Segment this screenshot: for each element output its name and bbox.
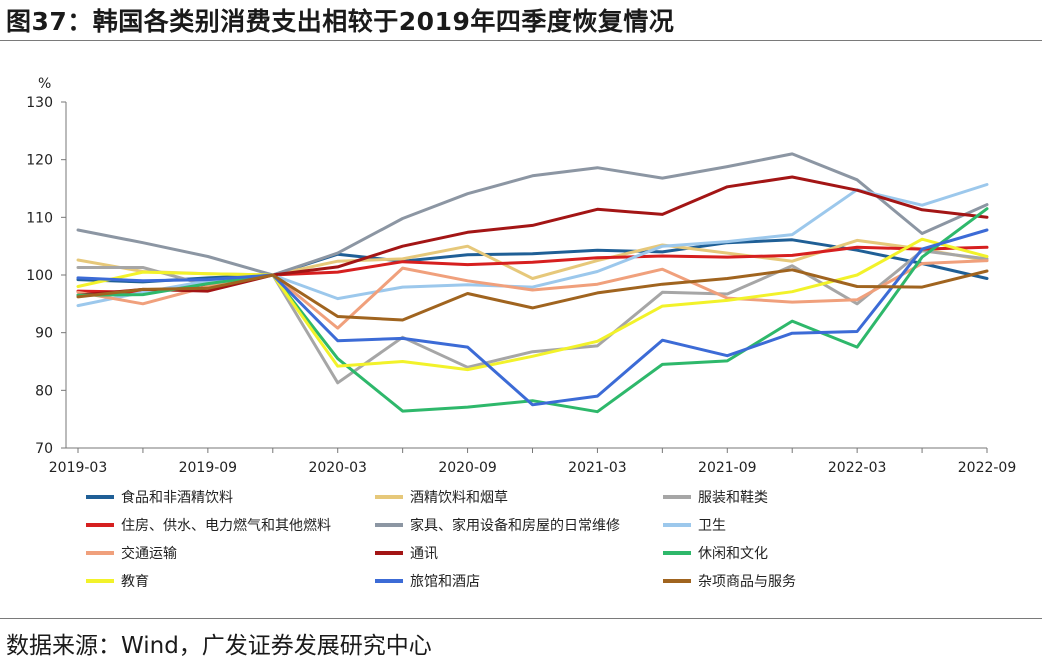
y-tick-label: 80: [35, 383, 53, 399]
legend-label: 酒精饮料和烟草: [410, 490, 508, 506]
x-tick-label: 2020-03: [308, 460, 367, 476]
legend-label: 交通运输: [121, 545, 177, 562]
legend-item: 服装和鞋类: [663, 490, 768, 506]
x-tick-label: 2019-03: [49, 460, 108, 476]
legend-item: 食品和非酒精饮料: [86, 489, 233, 506]
y-axis-unit: %: [38, 76, 51, 92]
y-axis: 70 80 90 100 110 120 130: [26, 95, 67, 457]
legend-label: 教育: [121, 574, 149, 590]
x-tick-label: 2022-03: [828, 460, 887, 476]
series-line: [76, 249, 989, 385]
y-tick-label: 100: [26, 268, 53, 284]
x-tick-label: 2020-09: [438, 460, 497, 476]
x-tick-label: 2022-09: [958, 460, 1017, 476]
legend-item: 旅馆和酒店: [375, 574, 480, 590]
legend-label: 食品和非酒精饮料: [121, 489, 233, 506]
x-tick-label: 2021-09: [698, 460, 757, 476]
legend-label: 旅馆和酒店: [410, 574, 480, 590]
legend-item: 卫生: [663, 518, 726, 534]
legend-item: 通讯: [375, 546, 438, 562]
y-tick-label: 90: [35, 326, 53, 342]
legend-label: 家具、家用设备和房屋的日常维修: [410, 517, 620, 534]
legend-item: 酒精饮料和烟草: [375, 490, 508, 506]
y-tick-label: 130: [26, 95, 53, 111]
series-line: [76, 152, 989, 277]
x-axis: 2019-03 2019-09 2020-03 2020-09 2021-03 2021-…: [49, 447, 1017, 476]
legend-item: 杂项商品与服务: [663, 574, 796, 590]
legend-label: 通讯: [410, 546, 438, 562]
title-divider: [0, 40, 1042, 41]
legend-item: 休闲和文化: [663, 546, 768, 562]
x-tick-label: 2021-03: [568, 460, 627, 476]
legend-item: 交通运输: [86, 545, 177, 562]
legend-label: 休闲和文化: [698, 546, 768, 562]
series-line: [76, 175, 989, 297]
series-line: [76, 228, 989, 407]
figure-title: 图37：韩国各类别消费支出相较于2019年四季度恢复情况: [6, 7, 675, 36]
series-line: [76, 207, 989, 414]
y-tick-label: 110: [26, 210, 53, 226]
source-divider: [0, 618, 1042, 619]
source-note: 数据来源：Wind，广发证券发展研究中心: [6, 633, 432, 659]
series-line: [76, 259, 989, 330]
legend-label: 服装和鞋类: [698, 490, 768, 506]
y-tick-label: 70: [35, 441, 53, 457]
series-lines: [76, 152, 989, 414]
legend-label: 卫生: [698, 518, 726, 534]
legend-label: 住房、供水、电力燃气和其他燃料: [121, 517, 331, 534]
y-tick-label: 120: [26, 153, 53, 169]
legend-label: 杂项商品与服务: [698, 574, 796, 590]
legend-item: 家具、家用设备和房屋的日常维修: [375, 517, 620, 534]
x-tick-label: 2019-09: [179, 460, 238, 476]
legend-item: 教育: [86, 574, 149, 590]
series-line: [76, 268, 989, 322]
legend-item: 住房、供水、电力燃气和其他燃料: [86, 517, 331, 534]
line-chart: % 70 80 90 100 110 120 130 2019-03 2019-09 2020-…: [26, 76, 1017, 590]
